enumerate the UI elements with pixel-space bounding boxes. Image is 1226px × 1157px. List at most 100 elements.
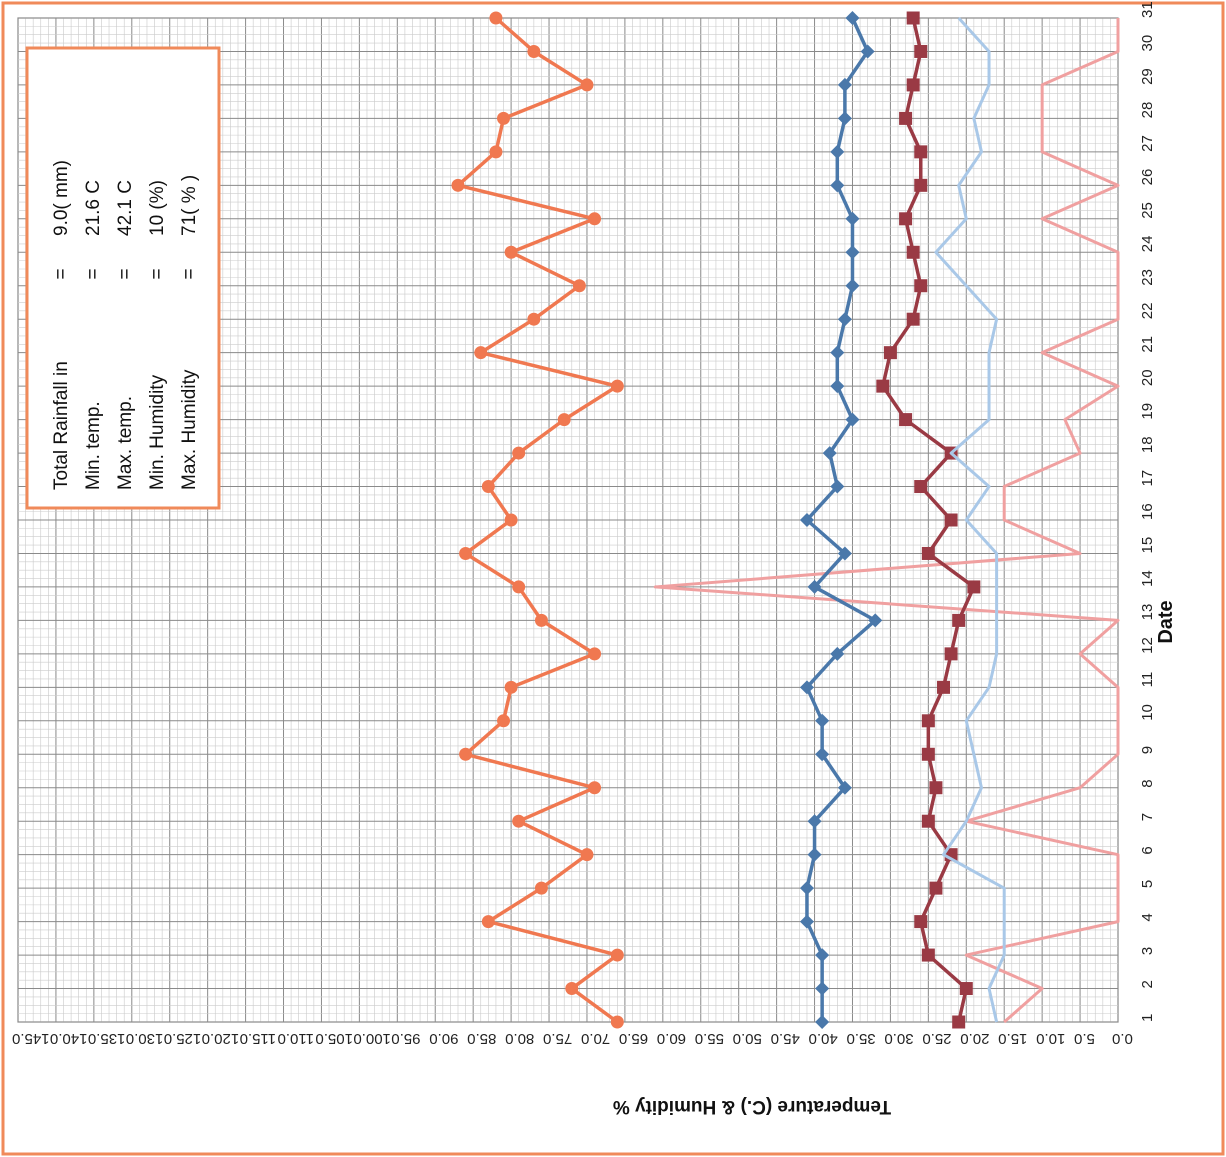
data-point	[799, 513, 814, 527]
data-point	[845, 11, 860, 25]
y-tick-label: 100.0	[353, 1030, 391, 1047]
y-tick-label: 130.0	[126, 1030, 164, 1047]
y-tick-label: 75.0	[543, 1030, 572, 1047]
y-tick-label: 125.0	[164, 1030, 202, 1047]
data-point	[807, 847, 822, 862]
x-tick-label: 22	[1139, 303, 1156, 320]
data-point	[914, 178, 928, 192]
y-tick-label: 15.0	[998, 1030, 1027, 1047]
y-tick-label: 40.0	[809, 1030, 838, 1047]
data-point	[914, 915, 928, 929]
data-point	[572, 279, 586, 293]
series-3	[799, 11, 883, 1029]
data-point	[845, 278, 860, 293]
data-point	[474, 346, 488, 360]
data-point	[906, 78, 920, 92]
legend-label: Max. Humidity	[179, 369, 200, 490]
y-tick-label: 45.0	[771, 1030, 800, 1047]
data-point	[876, 379, 890, 393]
x-tick-label: 12	[1139, 637, 1156, 654]
data-point	[837, 780, 852, 795]
legend-equals: =	[51, 268, 72, 279]
data-point	[937, 680, 951, 694]
x-tick-label: 17	[1139, 470, 1156, 487]
data-point	[451, 178, 465, 192]
data-point	[921, 814, 935, 828]
data-point	[845, 245, 860, 260]
y-tick-label: 20.0	[960, 1030, 989, 1047]
y-tick-label: 85.0	[467, 1030, 496, 1047]
data-point	[914, 145, 928, 159]
data-point	[489, 145, 503, 159]
data-point	[459, 747, 473, 761]
y-tick-label: 135.0	[88, 1030, 126, 1047]
x-tick-label: 7	[1139, 813, 1156, 821]
data-point	[497, 111, 511, 125]
data-point	[512, 446, 526, 460]
legend-label: Min. temp.	[83, 401, 104, 490]
y-tick-label: 10.0	[1036, 1030, 1065, 1047]
x-tick-label: 4	[1139, 913, 1156, 921]
y-tick-label: 90.0	[429, 1030, 458, 1047]
data-point	[512, 814, 526, 828]
data-point	[899, 111, 913, 125]
x-tick-label: 30	[1139, 35, 1156, 52]
y-axis-ticks: 0.0 5.0 10.0 15.0 20.0 25.0 30.0 35.0 40.0 45.0 50…	[12, 1030, 1133, 1047]
data-point	[459, 546, 473, 560]
data-point	[845, 412, 860, 427]
data-point	[815, 747, 830, 762]
data-point	[830, 479, 845, 494]
y-tick-label: 65.0	[619, 1030, 648, 1047]
x-tick-label: 16	[1139, 503, 1156, 520]
x-tick-label: 5	[1139, 880, 1156, 888]
series-1	[451, 11, 624, 1029]
y-tick-label: 5.0	[1074, 1030, 1095, 1047]
data-point	[610, 948, 624, 962]
data-point	[830, 178, 845, 193]
data-point	[610, 379, 624, 393]
legend-label: Total Rainfall in	[51, 361, 72, 490]
x-tick-label: 15	[1139, 537, 1156, 554]
x-tick-label: 6	[1139, 846, 1156, 854]
x-tick-label: 26	[1139, 169, 1156, 186]
y-tick-label: 50.0	[733, 1030, 762, 1047]
data-point	[580, 78, 594, 92]
x-tick-label: 24	[1139, 236, 1156, 253]
x-tick-label: 18	[1139, 436, 1156, 453]
data-point	[799, 680, 814, 695]
y-tick-label: 70.0	[581, 1030, 610, 1047]
legend-equals: =	[179, 268, 200, 279]
data-point	[830, 144, 845, 159]
x-axis-label: Date	[1155, 600, 1177, 643]
data-point	[799, 914, 814, 929]
data-point	[921, 546, 935, 560]
x-tick-label: 14	[1139, 570, 1156, 587]
x-tick-label: 27	[1139, 135, 1156, 152]
series-4	[876, 11, 981, 1029]
data-point	[815, 1015, 830, 1029]
data-point	[807, 814, 822, 829]
x-tick-label: 1	[1139, 1014, 1156, 1022]
series-2	[653, 18, 1120, 1024]
data-point	[906, 11, 920, 25]
data-point	[534, 613, 548, 627]
series-line	[653, 18, 1120, 1024]
data-point	[959, 982, 973, 996]
data-point	[815, 981, 830, 996]
y-tick-label: 110.0	[278, 1030, 314, 1047]
x-tick-label: 2	[1139, 980, 1156, 988]
data-point	[588, 212, 602, 226]
x-tick-label: 9	[1139, 746, 1156, 754]
x-tick-label: 13	[1139, 604, 1156, 621]
data-point	[610, 1015, 624, 1029]
data-point	[952, 1015, 966, 1029]
legend-value: 71( % )	[179, 175, 200, 236]
data-point	[914, 279, 928, 293]
x-tick-label: 20	[1139, 369, 1156, 386]
data-point	[944, 513, 958, 527]
series-group	[451, 11, 1120, 1029]
data-point	[527, 44, 541, 58]
data-point	[527, 312, 541, 326]
data-point	[504, 245, 518, 259]
